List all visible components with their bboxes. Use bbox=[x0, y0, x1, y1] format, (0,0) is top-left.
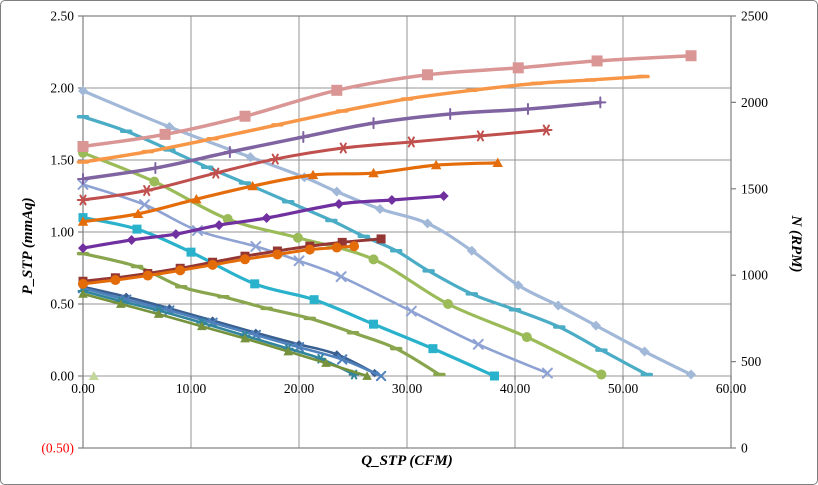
y-right-tick-label: 1500 bbox=[741, 181, 768, 196]
series-p-curve-1-pale-blue-diamond bbox=[78, 85, 697, 380]
x-tick-label: 0.00 bbox=[71, 381, 95, 396]
series-n-curve-1-pink-square bbox=[77, 50, 697, 152]
left-axis-title: P_STP (mmAq) bbox=[20, 197, 36, 294]
series-p-curve-10-green-triangle bbox=[78, 289, 372, 380]
y-left-tick-label: 0.50 bbox=[50, 297, 74, 312]
x-tick-label: 60.00 bbox=[716, 381, 747, 396]
y-left-tick-label: 2.00 bbox=[50, 81, 74, 96]
right-axis-title: N (RPM) bbox=[788, 214, 804, 272]
y-left-tick-label: 2.50 bbox=[50, 9, 74, 24]
y-right-tick-label: 0 bbox=[741, 441, 748, 456]
series-n-curve-5-orange-triangle bbox=[77, 157, 503, 226]
series-n-curve-2-orange-dash bbox=[76, 74, 650, 164]
series-stray-pale-green-triangle bbox=[88, 371, 99, 380]
x-tick-label: 30.00 bbox=[392, 381, 423, 396]
y-right-tick-label: 2500 bbox=[741, 9, 768, 24]
y-right-tick-label: 500 bbox=[741, 354, 762, 369]
data-series bbox=[76, 50, 697, 382]
series-n-curve-6-purple-diamond bbox=[78, 191, 449, 254]
series-p-curve-6-olive-dash bbox=[76, 251, 446, 377]
series-n-curve-4-maroon-asterisk bbox=[76, 124, 553, 206]
x-tick-label: 40.00 bbox=[500, 381, 531, 396]
series-n-curve-3-purple-plus bbox=[77, 96, 607, 185]
x-tick-label: 10.00 bbox=[176, 381, 207, 396]
series-n-curve-8-orange-circle bbox=[78, 241, 360, 289]
y-right-tick-label: 1000 bbox=[741, 268, 768, 283]
tick-labels: (0.50) 0.00 0.50 1.00 1.50 2.00 2.50 0 500 1000 15… bbox=[41, 9, 768, 456]
series-p-curve-3-green-circle bbox=[78, 147, 607, 380]
y-left-tick-label: 1.50 bbox=[50, 153, 74, 168]
x-tick-label: 20.00 bbox=[284, 381, 315, 396]
y-left-tick-label: 1.00 bbox=[50, 225, 74, 240]
y-left-tick-label: 0.00 bbox=[50, 369, 74, 384]
x-tick-label: 50.00 bbox=[608, 381, 639, 396]
y-right-tick-label: 2000 bbox=[741, 95, 768, 110]
x-axis-title: Q_STP (CFM) bbox=[361, 453, 453, 469]
series-p-curve-2-teal-dash bbox=[76, 115, 654, 377]
axes bbox=[78, 15, 736, 449]
y-left-tick-label: (0.50) bbox=[41, 441, 74, 456]
